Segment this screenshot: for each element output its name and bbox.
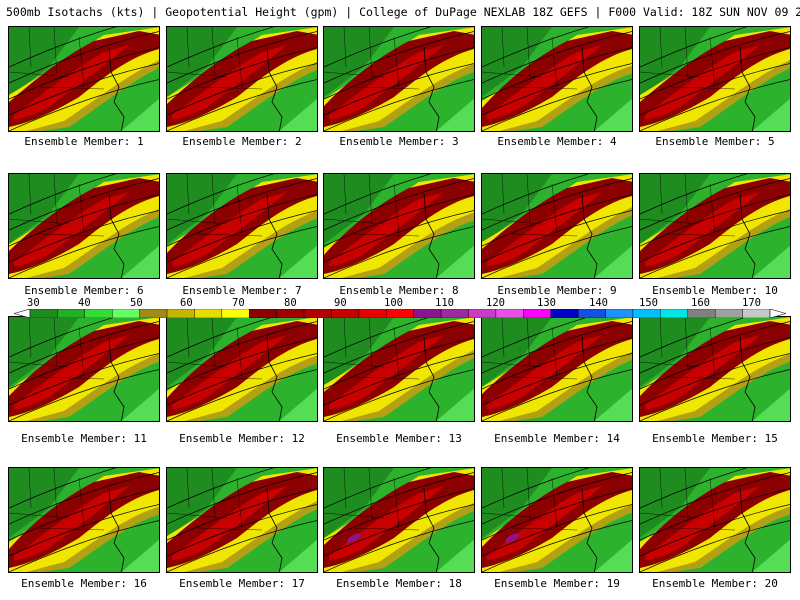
colorbar-swatch — [139, 309, 168, 318]
colorbar-tick-label: 130 — [537, 297, 556, 309]
ensemble-map-panel — [323, 467, 475, 573]
colorbar-tick-label: 110 — [435, 297, 454, 309]
colorbar-swatch — [468, 309, 497, 318]
ensemble-member-label: Ensemble Member: 15 — [652, 432, 778, 445]
ensemble-member-label: Ensemble Member: 1 — [24, 135, 144, 148]
ensemble-member-label: Ensemble Member: 18 — [336, 577, 462, 590]
colorbar-swatch — [577, 309, 606, 318]
colorbar-tick-label: 170 — [742, 297, 761, 309]
colorbar-max-arrow — [769, 309, 786, 318]
colorbar-swatch — [84, 309, 113, 318]
ensemble-member-label: Ensemble Member: 14 — [494, 432, 620, 445]
ensemble-map-panel — [639, 467, 791, 573]
ensemble-map-panel — [323, 26, 475, 132]
colorbar-tick-label: 70 — [232, 297, 245, 309]
ensemble-member-label: Ensemble Member: 7 — [182, 284, 302, 297]
colorbar-swatch — [112, 309, 140, 318]
ensemble-map-panel — [481, 26, 633, 132]
colorbar-swatch — [303, 309, 332, 318]
ensemble-member-label: Ensemble Member: 16 — [21, 577, 147, 590]
ensemble-map-panel — [166, 26, 318, 132]
colorbar-tick-label: 80 — [284, 297, 297, 309]
ensemble-map-panel — [639, 173, 791, 279]
ensemble-member-label: Ensemble Member: 19 — [494, 577, 620, 590]
colorbar-swatch — [523, 309, 551, 318]
colorbar-swatch — [331, 309, 360, 318]
map-header-title: 500mb Isotachs (kts) | Geopotential Heig… — [6, 5, 800, 19]
colorbar-swatch — [57, 309, 86, 318]
ensemble-map-panel — [481, 467, 633, 573]
colorbar-swatch — [742, 309, 771, 318]
ensemble-map-panel — [481, 173, 633, 279]
ensemble-map-panel — [8, 316, 160, 422]
colorbar-tick-label: 90 — [334, 297, 347, 309]
ensemble-map-panel — [8, 173, 160, 279]
colorbar-swatch — [386, 309, 414, 318]
colorbar-swatch — [29, 309, 58, 318]
ensemble-map-panel — [166, 316, 318, 422]
ensemble-member-label: Ensemble Member: 17 — [179, 577, 305, 590]
ensemble-member-label: Ensemble Member: 11 — [21, 432, 147, 445]
colorbar-tick-label: 30 — [27, 297, 40, 309]
colorbar-swatch — [714, 309, 743, 318]
colorbar-swatch — [660, 309, 688, 318]
ensemble-map-panel — [166, 173, 318, 279]
colorbar-swatch — [550, 309, 579, 318]
colorbar-tick-label: 160 — [691, 297, 710, 309]
ensemble-member-label: Ensemble Member: 6 — [24, 284, 144, 297]
colorbar-min-arrow — [14, 309, 31, 318]
ensemble-member-label: Ensemble Member: 8 — [339, 284, 459, 297]
colorbar-tick-label: 140 — [589, 297, 608, 309]
colorbar-tick-label: 60 — [180, 297, 193, 309]
color-scale-bar — [14, 309, 786, 318]
ensemble-member-label: Ensemble Member: 13 — [336, 432, 462, 445]
colorbar-swatch — [194, 309, 223, 318]
ensemble-map-panel — [8, 467, 160, 573]
colorbar-swatch — [249, 309, 277, 318]
ensemble-member-label: Ensemble Member: 5 — [655, 135, 775, 148]
colorbar-tick-label: 120 — [486, 297, 505, 309]
ensemble-map-panel — [166, 467, 318, 573]
colorbar-tick-label: 50 — [130, 297, 143, 309]
ensemble-member-label: Ensemble Member: 12 — [179, 432, 305, 445]
colorbar-swatch — [440, 309, 469, 318]
ensemble-member-label: Ensemble Member: 3 — [339, 135, 459, 148]
colorbar-swatch — [495, 309, 524, 318]
ensemble-member-label: Ensemble Member: 9 — [497, 284, 617, 297]
colorbar-swatch — [166, 309, 195, 318]
colorbar-swatch — [221, 309, 250, 318]
ensemble-member-label: Ensemble Member: 2 — [182, 135, 302, 148]
colorbar-swatch — [605, 309, 634, 318]
colorbar-swatch — [413, 309, 442, 318]
colorbar-swatch — [276, 309, 305, 318]
ensemble-map-panel — [323, 173, 475, 279]
ensemble-map-panel — [639, 26, 791, 132]
colorbar-swatch — [358, 309, 387, 318]
colorbar-tick-label: 40 — [78, 297, 91, 309]
colorbar-tick-label: 100 — [384, 297, 403, 309]
colorbar-tick-label: 150 — [639, 297, 658, 309]
ensemble-map-panel — [481, 316, 633, 422]
colorbar-swatch — [632, 309, 661, 318]
ensemble-map-panel — [639, 316, 791, 422]
ensemble-member-label: Ensemble Member: 4 — [497, 135, 617, 148]
ensemble-member-label: Ensemble Member: 20 — [652, 577, 778, 590]
ensemble-map-panel — [323, 316, 475, 422]
colorbar-swatch — [687, 309, 716, 318]
ensemble-member-label: Ensemble Member: 10 — [652, 284, 778, 297]
ensemble-map-panel — [8, 26, 160, 132]
